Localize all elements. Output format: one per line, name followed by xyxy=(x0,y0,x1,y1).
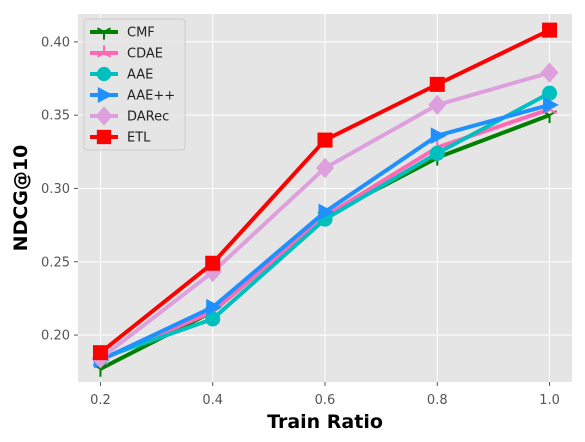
x-tick-label: 1.0 xyxy=(539,393,560,408)
legend-label: CDAE xyxy=(127,47,163,62)
legend-marker xyxy=(95,106,113,126)
y-tick-label: 0.35 xyxy=(41,109,70,124)
legend-item: AAE++ xyxy=(90,87,175,104)
data-point-marker xyxy=(428,94,447,116)
legend-item: DARec xyxy=(90,106,169,126)
y-tick-label: 0.25 xyxy=(41,255,70,270)
legend-marker xyxy=(96,45,112,58)
legend-marker xyxy=(96,66,112,82)
legend: CMF CDAE AAE AAE++ DARec ETL xyxy=(83,18,186,151)
data-point-marker xyxy=(316,157,334,179)
data-point-marker xyxy=(92,345,108,361)
legend-marker xyxy=(97,87,113,103)
series-etl xyxy=(92,22,558,361)
data-point-marker xyxy=(206,298,223,316)
x-tick-labels: 0.2 0.4 0.6 0.8 1.0 xyxy=(90,382,560,408)
y-tick-labels: 0.20 0.25 0.30 0.35 0.40 xyxy=(41,35,78,344)
data-point-marker xyxy=(542,22,558,38)
legend-item: AAE xyxy=(90,66,153,83)
legend-label: CMF xyxy=(127,26,155,41)
legend-label: AAE++ xyxy=(127,89,175,104)
legend-item: ETL xyxy=(90,129,151,146)
y-tick-label: 0.30 xyxy=(41,182,70,197)
legend-marker xyxy=(96,27,112,40)
y-axis-label: NDCG@10 xyxy=(10,145,32,252)
legend-marker xyxy=(96,129,112,145)
series-aaeplusplus xyxy=(93,96,559,369)
x-tick-label: 0.2 xyxy=(90,393,111,408)
series-darec xyxy=(91,62,559,369)
data-point-marker xyxy=(429,145,445,161)
y-tick-label: 0.40 xyxy=(41,35,70,50)
legend-label: DARec xyxy=(127,110,169,125)
legend-label: AAE xyxy=(127,68,153,83)
x-tick-label: 0.4 xyxy=(202,393,223,408)
x-tick-label: 0.6 xyxy=(315,393,336,408)
legend-item: CMF xyxy=(90,26,155,41)
data-point-marker xyxy=(540,62,559,83)
legend-label: ETL xyxy=(127,131,151,146)
series-layer xyxy=(91,22,559,377)
data-point-marker xyxy=(205,255,221,271)
x-axis-label: Train Ratio xyxy=(267,411,383,433)
data-point-marker xyxy=(543,96,559,114)
data-point-marker xyxy=(317,132,333,148)
legend-item: CDAE xyxy=(90,45,163,62)
data-point-marker xyxy=(429,76,445,92)
y-tick-label: 0.20 xyxy=(41,329,70,344)
x-tick-label: 0.8 xyxy=(427,393,448,408)
data-point-marker xyxy=(430,127,447,145)
data-point-marker xyxy=(318,203,335,221)
